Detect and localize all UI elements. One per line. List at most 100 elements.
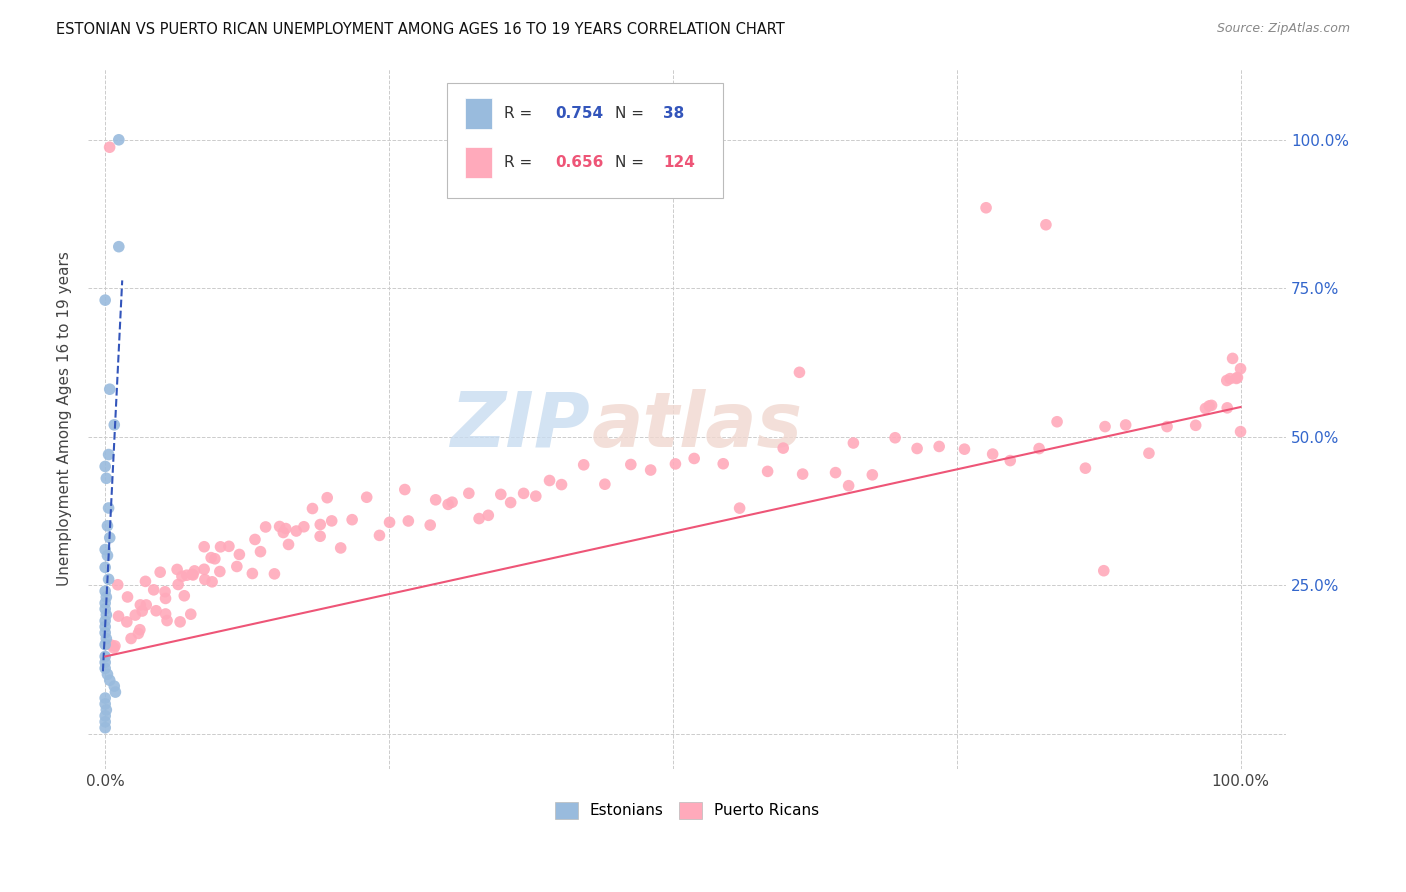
Point	[193, 540, 215, 554]
Point	[173, 589, 195, 603]
Point	[117, 590, 139, 604]
Point	[103, 679, 125, 693]
Point	[838, 478, 860, 492]
Point	[96, 632, 118, 646]
Point	[193, 562, 215, 576]
Text: R =: R =	[503, 155, 537, 170]
Point	[100, 638, 122, 652]
Point	[301, 501, 323, 516]
Point	[1115, 417, 1137, 432]
Point	[321, 514, 343, 528]
Point	[340, 513, 363, 527]
Point	[155, 607, 177, 621]
Point	[98, 531, 121, 545]
Point	[128, 623, 150, 637]
Point	[309, 517, 332, 532]
Point	[135, 598, 157, 612]
Point	[94, 625, 117, 640]
Point	[96, 703, 118, 717]
Point	[884, 431, 907, 445]
Point	[97, 572, 120, 586]
Point	[98, 382, 121, 396]
Point	[640, 463, 662, 477]
Point	[842, 436, 865, 450]
Bar	[465, 98, 492, 129]
Point	[437, 497, 460, 511]
Point	[1074, 461, 1097, 475]
Point	[457, 486, 479, 500]
Point	[94, 620, 117, 634]
Text: N =: N =	[616, 106, 650, 121]
Point	[181, 567, 204, 582]
Point	[378, 516, 401, 530]
Point	[550, 477, 572, 491]
Point	[94, 596, 117, 610]
Point	[928, 440, 950, 454]
Point	[153, 584, 176, 599]
Point	[104, 639, 127, 653]
Point	[94, 721, 117, 735]
Point	[356, 490, 378, 504]
Point	[120, 632, 142, 646]
Point	[124, 608, 146, 623]
Point	[94, 656, 117, 670]
Point	[1184, 418, 1206, 433]
Point	[1092, 564, 1115, 578]
Point	[94, 560, 117, 574]
Point	[170, 569, 193, 583]
Point	[107, 240, 129, 254]
Point	[145, 604, 167, 618]
Point	[97, 501, 120, 516]
Point	[368, 528, 391, 542]
Point	[756, 464, 779, 478]
Point	[104, 685, 127, 699]
Point	[974, 201, 997, 215]
Point	[134, 574, 156, 589]
Point	[96, 667, 118, 681]
Point	[176, 568, 198, 582]
Point	[209, 540, 232, 554]
Point	[477, 508, 499, 523]
Point	[94, 602, 117, 616]
Point	[1216, 401, 1239, 415]
Point	[538, 474, 561, 488]
Point	[149, 565, 172, 579]
Point	[94, 293, 117, 307]
Point	[94, 542, 117, 557]
Point	[441, 495, 464, 509]
Point	[94, 584, 117, 599]
Point	[94, 709, 117, 723]
Point	[240, 566, 263, 581]
Point	[218, 539, 240, 553]
Point	[512, 486, 534, 500]
Text: atlas: atlas	[592, 389, 803, 463]
Point	[156, 614, 179, 628]
Point	[94, 697, 117, 711]
Point	[98, 140, 121, 154]
Point	[249, 544, 271, 558]
Point	[277, 537, 299, 551]
Point	[1222, 351, 1244, 366]
Point	[208, 565, 231, 579]
Point	[309, 529, 332, 543]
Point	[499, 495, 522, 509]
Point	[524, 489, 547, 503]
Point	[572, 458, 595, 472]
Point	[394, 483, 416, 497]
Point	[489, 487, 512, 501]
Point	[201, 574, 224, 589]
Text: ZIP: ZIP	[451, 389, 592, 463]
Point	[292, 520, 315, 534]
Point	[94, 638, 117, 652]
Point	[419, 518, 441, 533]
Point	[97, 448, 120, 462]
Point	[166, 562, 188, 576]
Point	[468, 511, 491, 525]
Point	[94, 661, 117, 675]
Point	[824, 466, 846, 480]
Point	[115, 615, 138, 629]
Point	[94, 649, 117, 664]
Point	[180, 607, 202, 622]
Point	[792, 467, 814, 481]
Point	[620, 458, 643, 472]
